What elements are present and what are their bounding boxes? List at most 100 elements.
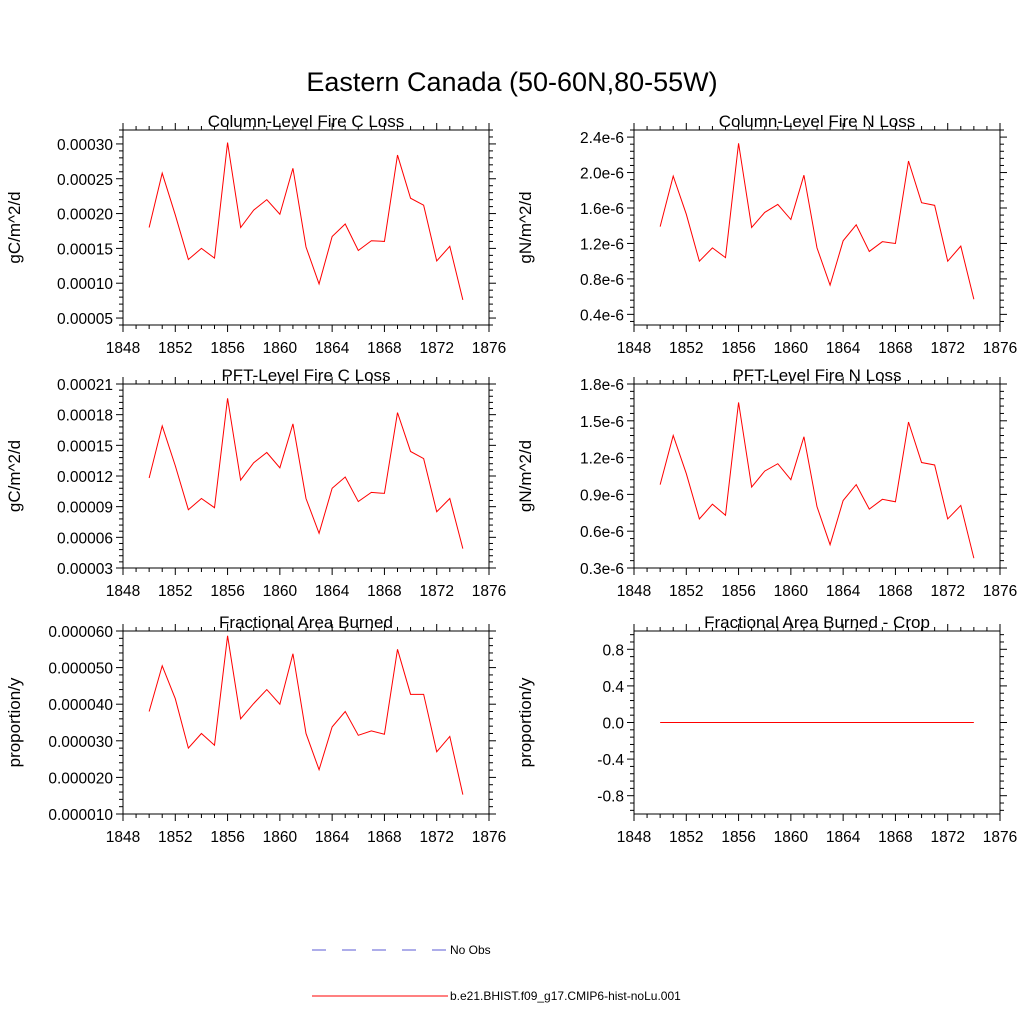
x-tick-label: 1872 (930, 340, 964, 357)
x-tick-label: 1852 (669, 583, 703, 600)
panel-title: PFT-Level Fire C Loss (221, 366, 390, 385)
x-tick-label: 1856 (210, 340, 244, 357)
y-tick-label: 0.000040 (48, 697, 113, 714)
chart-panels: Column-Level Fire C Loss gC/m^2/d 1848 1852… (5, 112, 1017, 846)
x-tick-label: 1868 (367, 829, 401, 846)
x-tick-label: 1872 (419, 583, 453, 600)
y-tick-label: 2.4e-6 (580, 130, 624, 147)
panel-title: Column-Level Fire N Loss (719, 112, 916, 131)
y-tick-label: 0.8 (602, 642, 624, 659)
chart-panel-1: Column-Level Fire C Loss gC/m^2/d 1848 1852… (5, 112, 506, 357)
legend: No Obs b.e21.BHIST.f09_g17.CMIP6-hist-noL… (312, 943, 681, 1003)
x-tick-label: 1876 (472, 829, 506, 846)
series-line (659, 143, 975, 300)
y-axis-label: gC/m^2/d (5, 440, 24, 512)
y-tick-label: 0.00010 (57, 276, 113, 293)
y-tick-label: 0.000030 (48, 734, 113, 751)
x-tick-label: 1864 (826, 829, 861, 846)
x-tick-label: 1860 (774, 829, 809, 846)
x-tick-label: 1848 (617, 583, 651, 600)
y-tick-label: 0.00009 (57, 500, 113, 517)
x-tick-label: 1864 (315, 583, 350, 600)
x-tick-label: 1852 (158, 340, 192, 357)
y-tick-label: 0.3e-6 (580, 561, 624, 578)
y-tick-label: 0.00006 (57, 530, 113, 547)
x-tick-label: 1864 (315, 340, 350, 357)
x-tick-label: 1856 (210, 829, 244, 846)
x-tick-label: 1860 (774, 340, 809, 357)
y-axis-label: proportion/y (516, 677, 535, 767)
x-tick-label: 1852 (669, 340, 703, 357)
x-tick-label: 1860 (263, 583, 298, 600)
y-tick-label: 0.9e-6 (580, 487, 624, 504)
x-tick-label: 1868 (367, 583, 401, 600)
y-tick-label: 1.2e-6 (580, 236, 624, 253)
chart-panel-3: PFT-Level Fire C Loss gC/m^2/d 1848 1852 185… (5, 366, 506, 600)
x-tick-label: 1848 (106, 340, 140, 357)
plot-frame (633, 383, 1001, 569)
x-tick-label: 1852 (669, 829, 703, 846)
legend-label: No Obs (450, 943, 491, 957)
y-tick-label: 0.00003 (57, 561, 113, 578)
y-tick-label: 0.000020 (48, 770, 113, 787)
y-axis-label: gN/m^2/d (516, 191, 535, 263)
y-tick-label: 1.8e-6 (580, 377, 624, 394)
x-tick-label: 1860 (263, 340, 298, 357)
legend-entry-2: b.e21.BHIST.f09_g17.CMIP6-hist-noLu.001 (312, 989, 681, 1003)
x-tick-label: 1868 (878, 340, 912, 357)
x-tick-label: 1876 (983, 340, 1017, 357)
x-tick-label: 1876 (983, 583, 1017, 600)
y-axis-label: proportion/y (5, 677, 24, 767)
x-tick-label: 1872 (930, 829, 964, 846)
figure-title: Eastern Canada (50-60N,80-55W) (306, 67, 717, 97)
x-tick-label: 1876 (472, 583, 506, 600)
series-line (148, 635, 464, 795)
y-tick-label: 0.8e-6 (580, 272, 624, 289)
legend-entry-1: No Obs (312, 943, 491, 957)
y-axis-label: gC/m^2/d (5, 191, 24, 263)
x-tick-label: 1848 (106, 583, 140, 600)
y-tick-label: 0.00018 (57, 408, 113, 425)
chart-panel-4: PFT-Level Fire N Loss gN/m^2/d 1848 1852 185… (516, 366, 1017, 600)
panel-title: Column-Level Fire C Loss (208, 112, 405, 131)
x-tick-label: 1856 (210, 583, 244, 600)
chart-panel-6: Fractional Area Burned - Crop proportion/… (516, 613, 1017, 846)
chart-panel-2: Column-Level Fire N Loss gN/m^2/d 1848 1852… (516, 112, 1017, 357)
x-tick-label: 1848 (617, 340, 651, 357)
plot-frame (122, 129, 490, 326)
x-tick-label: 1868 (878, 829, 912, 846)
x-tick-label: 1856 (721, 829, 755, 846)
y-tick-label: 0.6e-6 (580, 524, 624, 541)
x-tick-label: 1872 (419, 829, 453, 846)
y-tick-label: 0.0 (602, 716, 624, 733)
plot-frame (633, 129, 1001, 326)
series-line (148, 398, 464, 549)
series-line (148, 142, 464, 301)
y-tick-label: 2.0e-6 (580, 166, 624, 183)
x-tick-label: 1860 (263, 829, 298, 846)
panel-title: PFT-Level Fire N Loss (732, 366, 901, 385)
x-tick-label: 1864 (826, 340, 861, 357)
x-tick-label: 1852 (158, 829, 192, 846)
x-tick-label: 1860 (774, 583, 809, 600)
x-tick-label: 1868 (878, 583, 912, 600)
y-tick-label: 1.6e-6 (580, 201, 624, 218)
series-line (659, 402, 975, 559)
x-tick-label: 1876 (472, 340, 506, 357)
y-tick-label: 1.2e-6 (580, 451, 624, 468)
y-tick-label: -0.4 (597, 752, 624, 769)
y-tick-label: 0.000010 (48, 807, 113, 824)
x-tick-label: 1872 (419, 340, 453, 357)
y-tick-label: 0.00025 (57, 172, 113, 189)
plot-frame (122, 630, 490, 815)
y-tick-label: 0.000060 (48, 624, 113, 641)
x-tick-label: 1848 (617, 829, 651, 846)
y-tick-label: 0.00005 (57, 311, 113, 328)
x-tick-label: 1872 (930, 583, 964, 600)
x-tick-label: 1856 (721, 340, 755, 357)
x-tick-label: 1856 (721, 583, 755, 600)
chart-panel-5: Fractional Area Burned proportion/y 1848 18… (5, 613, 506, 846)
x-tick-label: 1864 (826, 583, 861, 600)
y-axis-label: gN/m^2/d (516, 440, 535, 512)
